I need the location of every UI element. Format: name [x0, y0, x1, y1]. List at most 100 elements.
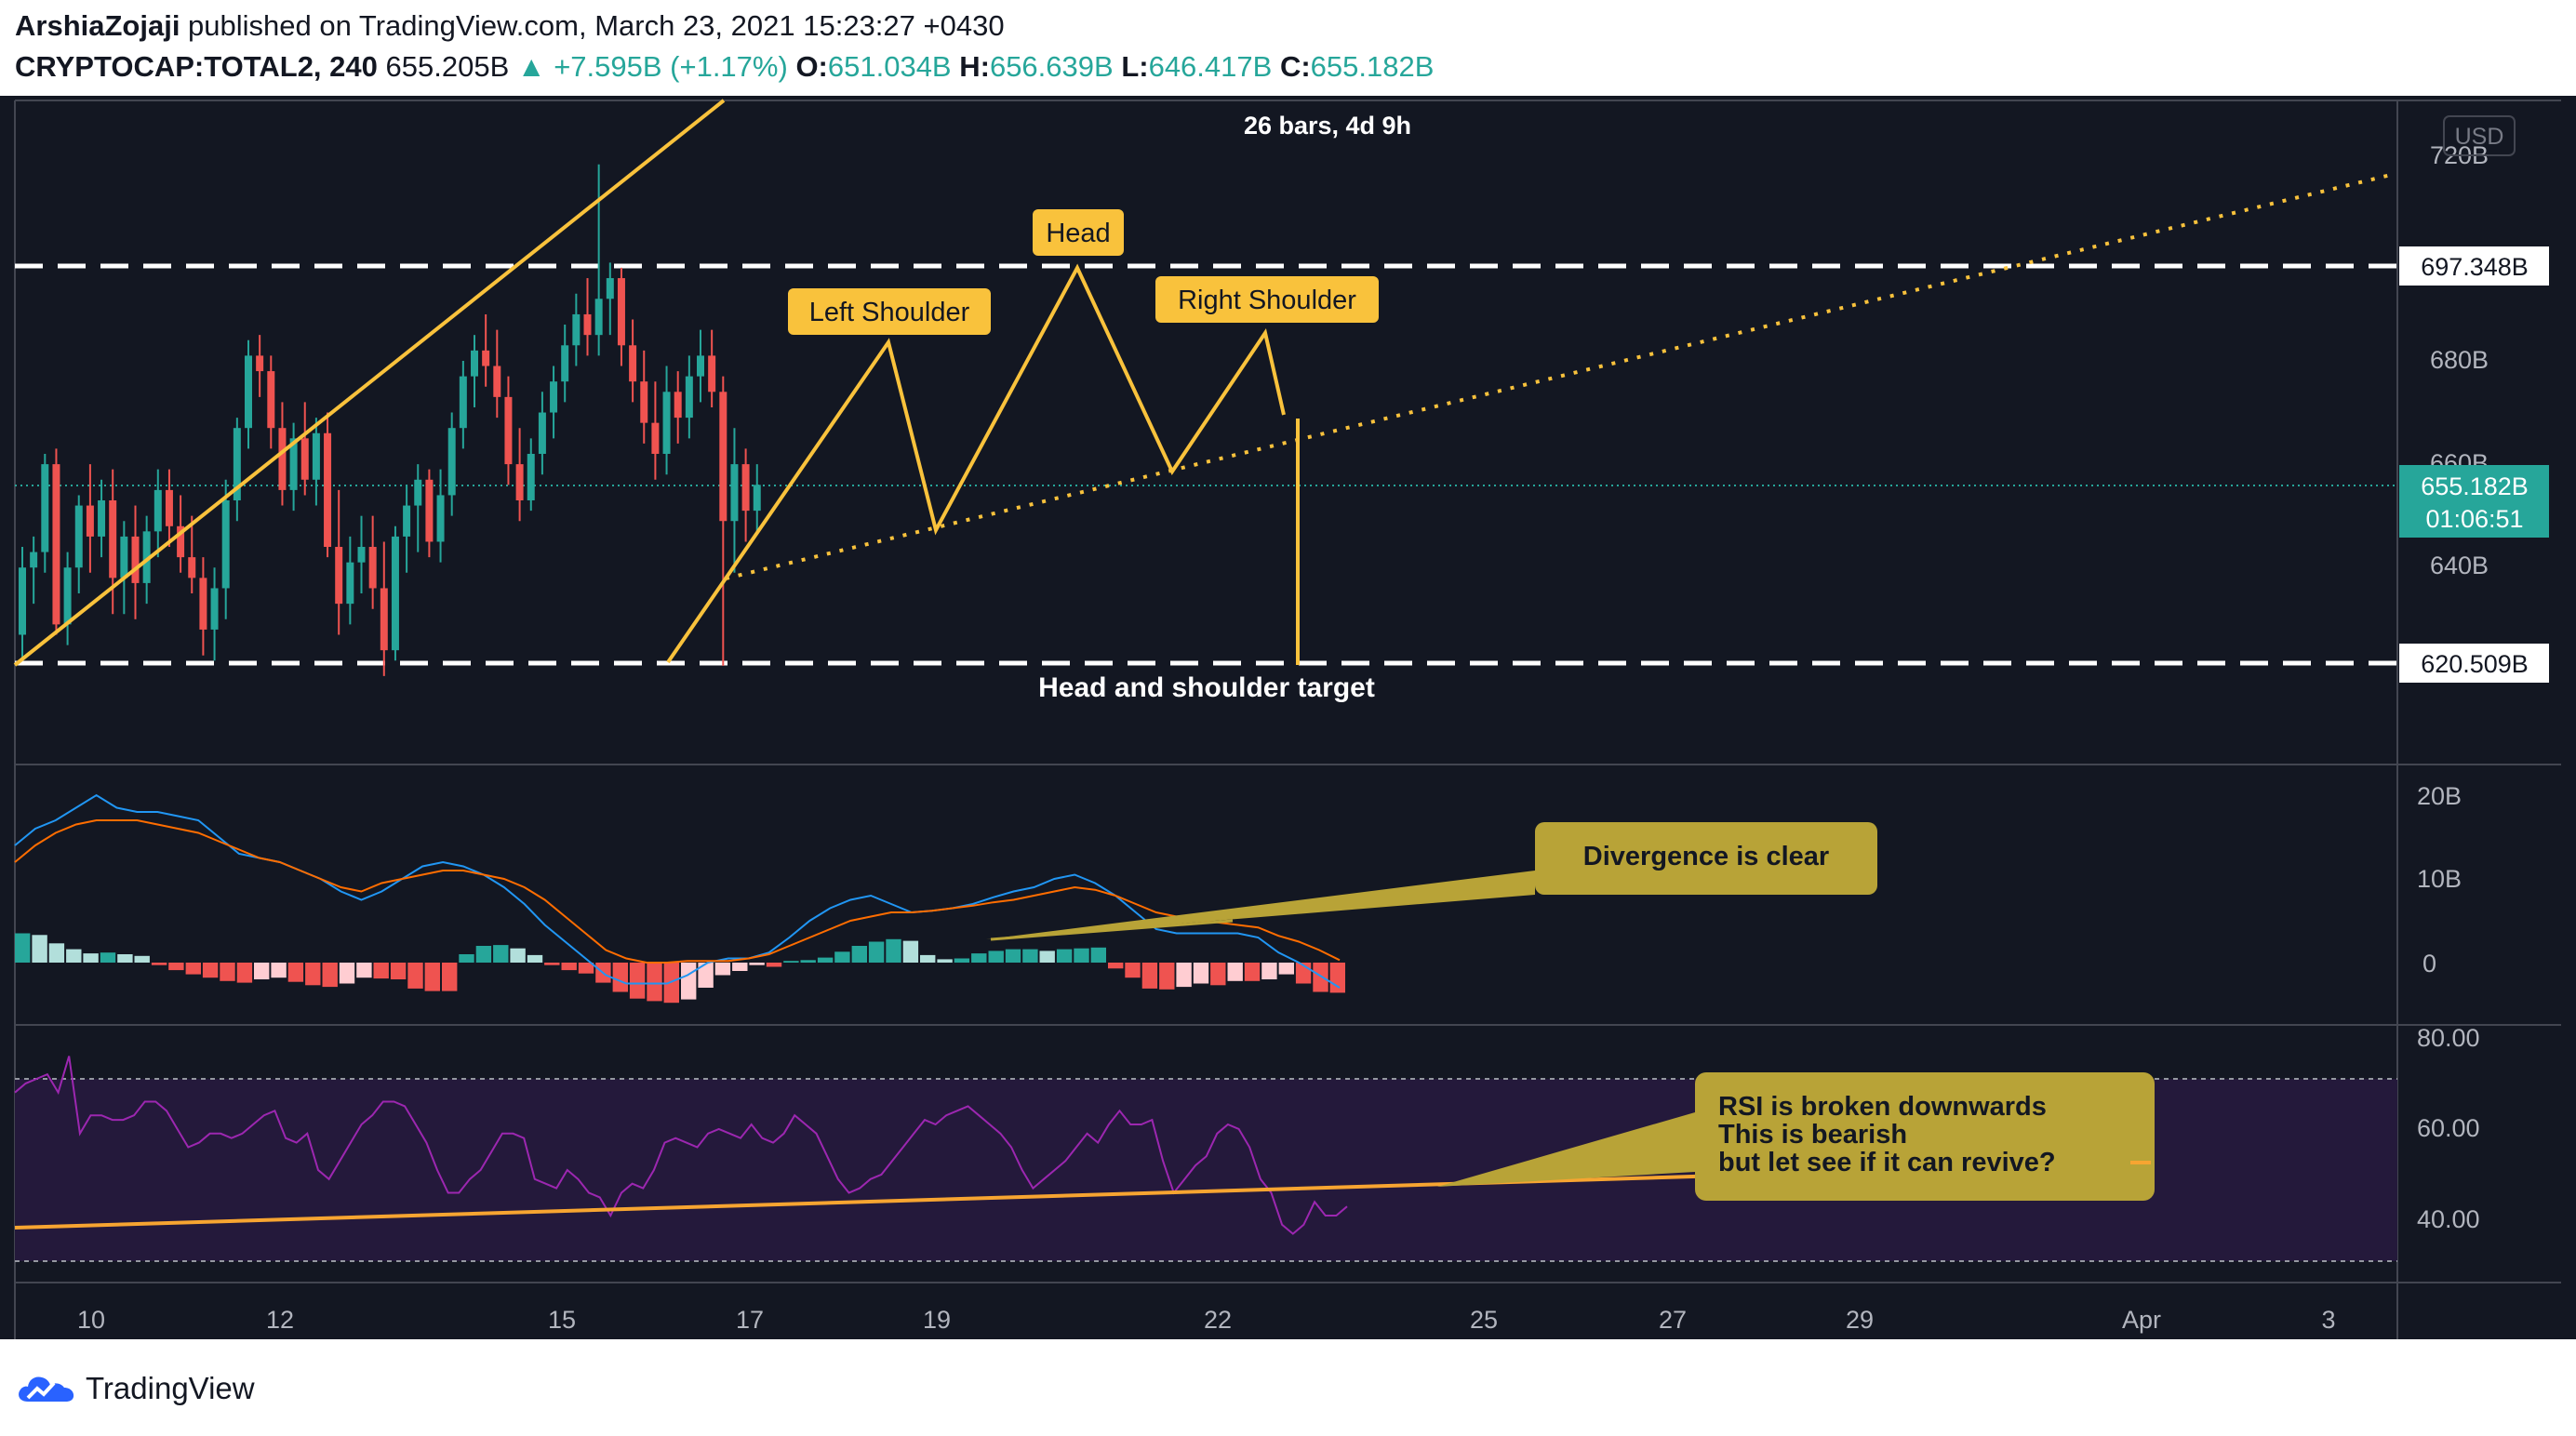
candle-body: [221, 499, 230, 589]
macd-histogram-bar: [48, 943, 65, 963]
macd-histogram-bar: [1329, 963, 1345, 993]
candle-body: [651, 422, 660, 454]
candle-body: [312, 432, 320, 480]
macd-histogram-bar: [851, 946, 867, 963]
time-axis[interactable]: 10 12 15 17 19 22 25 27 29 Apr 3: [77, 1306, 2336, 1334]
macd-histogram-bar: [1227, 963, 1243, 981]
candle-body: [210, 588, 219, 630]
candle-body: [629, 345, 637, 382]
author-name[interactable]: ArshiaZojaji: [15, 9, 180, 42]
macd-pane[interactable]: 20B 10B 0 Divergence is clear: [14, 782, 2462, 1004]
macd-histogram-bar: [339, 963, 355, 984]
price-pane[interactable]: 720B 680B 660B 640B USD Left Shoulder He…: [13, 99, 2549, 703]
macd-histogram-bar: [561, 963, 577, 971]
macd-histogram-bar: [578, 963, 594, 974]
candle-body: [63, 567, 72, 625]
candle-body: [335, 547, 343, 605]
candlestick-series: [19, 164, 761, 676]
rsi-pane[interactable]: 80.00 60.00 40.00 RSI is broken downward…: [14, 1024, 2480, 1262]
macd-histogram-bar: [373, 963, 389, 979]
candle-body: [324, 432, 332, 548]
candle-body: [19, 567, 26, 635]
macd-histogram-bar: [15, 933, 31, 963]
resistance-price-label: 697.348B: [2421, 253, 2529, 281]
price-change: +7.595B (+1.17%): [554, 50, 788, 83]
macd-histogram-bar: [681, 963, 697, 1000]
macd-histogram-bar: [954, 958, 970, 963]
candle-body: [617, 278, 625, 346]
candle-body: [436, 495, 445, 542]
candle-body: [245, 355, 252, 429]
tradingview-brand: TradingView: [86, 1371, 255, 1405]
candle-body: [109, 499, 117, 578]
time-tick-label: 10: [77, 1306, 105, 1334]
macd-histogram-bar: [305, 963, 321, 986]
divergence-line[interactable]: [990, 919, 1234, 941]
candle-body: [504, 396, 513, 465]
macd-histogram-bar: [647, 963, 662, 1002]
candle-body: [538, 412, 546, 454]
candle-body: [233, 428, 241, 500]
tradingview-logo[interactable]: TradingView: [15, 1371, 255, 1406]
last-price-label: 655.182B: [2421, 472, 2529, 500]
divergence-callout-pointer: [986, 871, 1535, 939]
candle-body: [697, 355, 704, 377]
last-price: 655.205B: [385, 50, 510, 83]
macd-histogram-bar: [83, 953, 99, 963]
macd-histogram-bar: [356, 963, 372, 978]
candle-body: [380, 588, 388, 651]
candle-body: [719, 392, 727, 522]
macd-histogram-bar: [1005, 949, 1021, 963]
candle-body: [708, 355, 716, 392]
candle-body: [606, 278, 614, 299]
candle-body: [357, 547, 366, 563]
rsi-tick-label: 80.00: [2417, 1024, 2480, 1052]
currency-badge[interactable]: [2443, 115, 2516, 156]
divergence-callout[interactable]: [1535, 822, 1877, 895]
candle-body: [52, 464, 60, 625]
rsi-callout[interactable]: [1695, 1072, 2155, 1201]
rsi-callout-pointer: [1437, 1112, 1695, 1187]
macd-histogram-bar: [271, 963, 287, 978]
left-shoulder-label: Left Shoulder: [809, 298, 970, 327]
target-price-label: 620.509B: [2421, 650, 2529, 678]
macd-histogram-bar: [629, 963, 646, 999]
rsi-tick-label: 60.00: [2417, 1114, 2480, 1142]
candle-body: [165, 489, 173, 526]
macd-histogram-bar: [1125, 963, 1141, 978]
candle-body: [177, 525, 185, 558]
macd-histogram-bar: [287, 963, 304, 982]
time-tick-label: Apr: [2122, 1306, 2161, 1334]
rsi-callout-line-1: RSI is broken downwards: [1718, 1092, 2047, 1122]
time-tick-label: 27: [1659, 1306, 1687, 1334]
macd-histogram-bar: [1278, 963, 1294, 975]
right-shoulder-label: Right Shoulder: [1178, 286, 1356, 315]
macd-histogram-bar: [1159, 963, 1175, 990]
head-label-box[interactable]: [1033, 209, 1124, 256]
macd-histogram-bar: [134, 955, 150, 963]
candle-body: [142, 531, 151, 583]
head-and-shoulders-pattern[interactable]: [666, 263, 1286, 664]
candle-body: [447, 428, 456, 496]
symbol-name[interactable]: CRYPTOCAP:TOTAL2, 240: [15, 50, 378, 83]
macd-histogram-bar: [459, 954, 474, 963]
macd-histogram-bar: [100, 952, 116, 963]
macd-histogram-bar: [493, 945, 509, 963]
macd-histogram-bar: [220, 963, 235, 981]
candle-body: [471, 350, 478, 377]
candle-body: [300, 438, 309, 480]
ascending-trendline[interactable]: [13, 99, 726, 667]
macd-histogram-bar: [937, 959, 953, 963]
macd-tick-label: 20B: [2417, 782, 2462, 810]
chart-canvas[interactable]: 720B 680B 660B 640B USD Left Shoulder He…: [0, 96, 2576, 1339]
macd-histogram-bar: [902, 940, 919, 963]
left-shoulder-label-box[interactable]: [788, 288, 991, 335]
candle-body: [131, 536, 140, 583]
macd-signal-line: [14, 819, 1341, 964]
price-tick-label: 640B: [2430, 552, 2489, 579]
head-label: Head: [1046, 219, 1110, 248]
candle-body: [278, 428, 287, 490]
right-shoulder-label-box[interactable]: [1155, 276, 1379, 323]
rsi-callout-line-2: This is bearish: [1718, 1120, 1907, 1150]
candle-body: [256, 355, 264, 372]
